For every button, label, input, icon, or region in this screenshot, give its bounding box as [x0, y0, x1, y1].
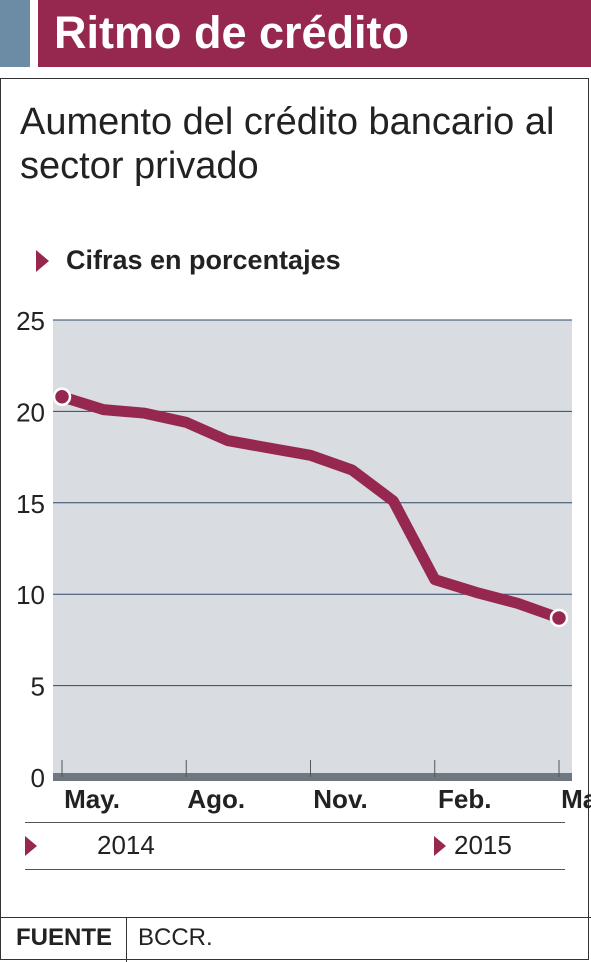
year-rule-bottom: [25, 869, 565, 870]
chart-frame: [0, 78, 589, 960]
chart-subtitle: Aumento del crédito bancario al sector p…: [20, 101, 555, 187]
x-axis-bar: [53, 773, 572, 781]
data-point: [267, 445, 272, 450]
x-tick-label: May.: [561, 784, 591, 814]
year-text-2014: 2014: [97, 830, 155, 860]
data-point: [101, 407, 106, 412]
y-tick-label: 15: [16, 489, 45, 519]
year-rule-top: [25, 822, 565, 823]
plot-area: [53, 320, 572, 777]
x-tick-label: Feb.: [438, 784, 491, 814]
data-point: [142, 411, 147, 416]
data-point: [349, 467, 354, 472]
data-point: [184, 420, 189, 425]
highlight-point: [549, 608, 569, 628]
y-tick-label: 5: [31, 672, 45, 702]
data-point: [391, 498, 396, 503]
units-label-text: Cifras en porcentajes: [66, 245, 341, 275]
x-tick-label: Nov.: [313, 784, 367, 814]
x-tick-label: May.: [64, 784, 120, 814]
y-tick-label: 20: [16, 397, 45, 427]
triangle-bullet-icon: [25, 836, 37, 856]
footer-divider: [0, 917, 591, 918]
data-point: [432, 577, 437, 582]
x-tick-label: Ago.: [187, 784, 245, 814]
highlight-point: [52, 387, 72, 407]
header-accent-block: [0, 0, 30, 67]
source-label: FUENTE: [16, 924, 112, 951]
header-bar: [38, 0, 591, 67]
footer-separator: [126, 917, 127, 962]
units-label: Cifras en porcentajes: [36, 245, 341, 276]
year-label-2015: 2015: [434, 830, 512, 861]
data-point: [515, 601, 520, 606]
y-tick-label: 10: [16, 580, 45, 610]
year-text-2015: 2015: [454, 830, 512, 860]
data-point: [474, 590, 479, 595]
y-tick-label: 25: [16, 306, 45, 336]
data-point: [308, 453, 313, 458]
triangle-bullet-icon: [36, 250, 49, 272]
page-title: Ritmo de crédito: [54, 7, 410, 58]
data-point: [225, 438, 230, 443]
y-tick-label: 0: [31, 763, 45, 793]
source-value: BCCR.: [138, 924, 213, 951]
triangle-bullet-icon: [434, 836, 446, 856]
year-label-2014: 2014: [25, 830, 155, 861]
